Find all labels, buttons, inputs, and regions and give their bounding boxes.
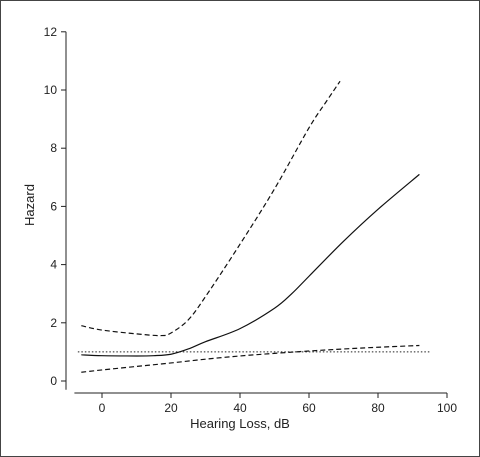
x-tick-label: 60 (302, 401, 316, 415)
x-tick-label: 100 (437, 401, 457, 415)
x-tick-label: 40 (233, 401, 247, 415)
y-axis-label: Hazard (22, 184, 37, 226)
lower-confidence-line (81, 344, 420, 373)
y-tick-label: 10 (44, 83, 58, 97)
y-tick-label: 2 (50, 316, 57, 330)
y-tick-label: 8 (50, 141, 57, 155)
x-tick-label: 0 (99, 401, 106, 415)
axes: 0 20 40 60 80 100 0 2 4 6 8 10 12 (44, 25, 458, 415)
y-tick-label: 0 (50, 374, 57, 388)
x-tick-label: 20 (164, 401, 178, 415)
y-tick-label: 12 (44, 25, 58, 39)
y-tick-label: 4 (50, 258, 57, 272)
x-tick-label: 80 (371, 401, 385, 415)
hazard-estimate-line (81, 173, 420, 357)
upper-confidence-line (81, 80, 341, 337)
series-group (81, 80, 420, 373)
x-axis-label: Hearing Loss, dB (190, 416, 290, 431)
y-tick-label: 6 (50, 199, 57, 213)
